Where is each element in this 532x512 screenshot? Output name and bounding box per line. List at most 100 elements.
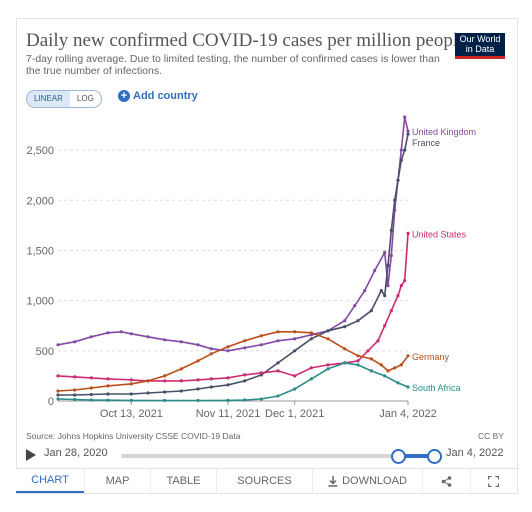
data-point-germany	[356, 354, 360, 358]
data-point-germany	[309, 331, 313, 335]
data-point-united-kingdom	[73, 340, 77, 344]
data-point-south-africa	[309, 377, 313, 381]
data-point-germany	[259, 334, 263, 338]
y-tick-label: 1,000	[26, 296, 54, 308]
data-point-south-africa	[276, 394, 280, 398]
data-point-france	[276, 361, 280, 365]
data-point-germany	[326, 337, 330, 341]
data-point-united-kingdom	[293, 337, 297, 341]
timeline-start-handle[interactable]	[391, 449, 406, 464]
data-point-germany	[379, 363, 383, 367]
tab-map[interactable]: MAP	[84, 469, 150, 493]
data-point-france	[396, 178, 400, 182]
legend-label-france: France	[412, 138, 440, 148]
data-point-south-africa	[293, 387, 297, 391]
logo-line-1: Our World	[459, 34, 501, 44]
data-point-france	[393, 198, 397, 202]
timeline-end-handle[interactable]	[427, 449, 442, 464]
tab-sources[interactable]: SOURCES	[216, 469, 312, 493]
tab-download-label: DOWNLOAD	[342, 475, 407, 487]
data-point-united-kingdom	[179, 340, 183, 344]
timeline-track[interactable]	[121, 454, 433, 458]
scale-toggle[interactable]: LINEAR LOG	[26, 90, 102, 108]
data-point-germany	[179, 367, 183, 371]
data-point-france	[89, 392, 93, 397]
data-point-united-states	[399, 284, 403, 288]
data-point-united-states	[56, 374, 60, 378]
data-point-united-kingdom	[56, 343, 60, 347]
data-point-south-africa	[129, 398, 133, 402]
data-point-united-kingdom	[389, 253, 393, 258]
x-tick-label: Nov 11, 2021	[196, 408, 261, 420]
tab-sources-label: SOURCES	[237, 475, 292, 487]
data-point-france	[383, 294, 387, 298]
data-point-south-africa	[259, 397, 263, 401]
data-point-united-kingdom	[259, 343, 263, 347]
tab-map-label: MAP	[105, 475, 130, 487]
log-scale-button[interactable]: LOG	[76, 94, 94, 103]
data-point-france	[209, 385, 213, 389]
tab-table-label: TABLE	[166, 475, 201, 487]
data-point-united-states	[73, 375, 77, 379]
tab-chart[interactable]: CHART	[16, 469, 84, 493]
linear-scale-button[interactable]: LINEAR	[27, 91, 70, 107]
data-point-france	[243, 379, 247, 383]
data-point-united-kingdom	[386, 284, 390, 288]
x-tick-label: Oct 13, 2021	[100, 408, 163, 420]
x-tick-label: Dec 1, 2021	[265, 408, 324, 420]
data-point-france	[406, 132, 410, 136]
data-point-south-africa	[343, 361, 347, 365]
data-point-united-states	[209, 377, 213, 381]
data-point-united-kingdom	[343, 319, 347, 323]
data-point-united-states	[356, 359, 360, 363]
y-tick-label: 0	[48, 396, 54, 408]
play-icon[interactable]	[26, 449, 36, 461]
data-point-germany	[276, 330, 280, 334]
data-point-france	[293, 349, 297, 353]
data-point-france	[146, 391, 150, 395]
series-line-united-kingdom	[57, 116, 409, 352]
tab-download[interactable]: DOWNLOAD	[312, 469, 422, 493]
source-link[interactable]: Source: Johns Hopkins University CSSE CO…	[26, 431, 241, 441]
data-point-germany	[106, 384, 110, 388]
data-point-france	[379, 289, 383, 293]
y-tick-label: 1,500	[26, 245, 54, 257]
data-point-france	[389, 228, 393, 232]
add-country-label: Add country	[133, 90, 198, 102]
logo-line-2: in Data	[465, 44, 495, 54]
data-point-france	[73, 393, 77, 397]
fullscreen-button[interactable]	[470, 469, 516, 493]
license-link[interactable]: CC BY	[478, 431, 504, 441]
tab-table[interactable]: TABLE	[150, 469, 216, 493]
data-point-france	[356, 319, 360, 323]
data-point-france	[343, 325, 347, 329]
data-point-south-africa	[383, 374, 387, 378]
fullscreen-icon	[488, 475, 499, 487]
legend-label-united-kingdom: United Kingdom	[412, 127, 476, 137]
data-point-south-africa	[73, 397, 77, 402]
data-point-germany	[209, 352, 213, 356]
data-point-united-states	[129, 378, 133, 382]
data-point-france	[129, 392, 133, 396]
data-point-united-kingdom	[146, 335, 150, 339]
x-tick-label: Jan 4, 2022	[379, 408, 437, 420]
data-point-united-kingdom	[353, 304, 357, 308]
y-tick-label: 500	[36, 346, 54, 358]
data-point-united-states	[309, 366, 313, 370]
series-line-france	[58, 133, 409, 396]
data-point-germany	[226, 345, 230, 349]
data-point-france	[326, 329, 330, 333]
data-point-united-states	[366, 349, 370, 353]
data-point-united-states	[293, 374, 297, 378]
timeline-end-label: Jan 4, 2022	[446, 447, 504, 459]
data-point-united-kingdom	[363, 289, 367, 293]
data-point-germany	[293, 330, 297, 334]
data-point-france	[226, 383, 230, 387]
timeline-selected-range	[397, 454, 433, 458]
add-country-button[interactable]: + Add country	[118, 90, 198, 102]
owid-logo[interactable]: Our World in Data	[455, 33, 505, 59]
share-button[interactable]	[422, 469, 470, 493]
data-point-germany	[163, 374, 167, 378]
data-point-germany	[146, 379, 150, 383]
